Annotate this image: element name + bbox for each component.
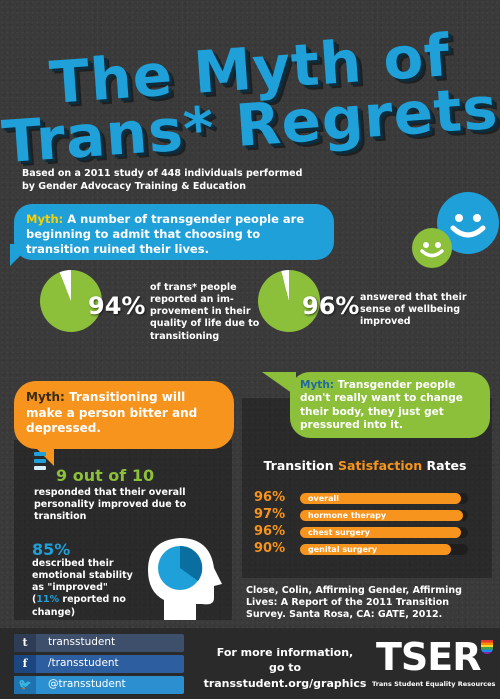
tser-logo: TSER — [376, 635, 482, 679]
satisfaction-bar-row: 97% hormone therapy — [254, 507, 474, 523]
tumblr-label: transstudent — [48, 636, 116, 648]
tser-logo-subtitle: Trans Student Equality Resources — [372, 680, 496, 688]
satisfaction-bar-track: hormone therapy — [300, 510, 468, 521]
satisfaction-bar-track: genital surgery — [300, 544, 468, 555]
satisfaction-bar-percent: 97% — [254, 507, 286, 522]
head-profile-icon — [134, 530, 226, 622]
satisfaction-bar-percent: 96% — [254, 524, 286, 539]
myth-label: Myth: — [300, 379, 334, 391]
myth-label: Myth: — [26, 390, 65, 404]
rainbow-flag-icon — [481, 640, 493, 654]
tumblr-icon: t — [14, 634, 36, 652]
smiley-green-icon — [412, 228, 452, 268]
facebook-icon: f — [14, 655, 36, 673]
more-info-line-1: For more information, — [216, 646, 354, 659]
satisfaction-bar-fill: overall — [300, 493, 461, 504]
stat-96-description: answered that their sense of wellbeing i… — [360, 292, 467, 328]
stat-85-rest: reported no change) — [32, 594, 126, 618]
stat-85-description: described their emotional stability as "… — [32, 558, 142, 619]
satisfaction-title-post: Rates — [422, 458, 467, 473]
stat-85-highlight: 11% — [36, 594, 60, 606]
satisfaction-bar-row: 96% overall — [254, 490, 474, 506]
facebook-label: /transstudent — [48, 657, 119, 669]
satisfaction-title-highlight: Satisfaction — [338, 458, 423, 473]
stat-nine-out-of-ten: 9 out of 10 — [56, 466, 155, 485]
stat-94-description: of trans* people reported an im-provemen… — [150, 282, 260, 342]
satisfaction-bar-row: 90% genital surgery — [254, 541, 474, 557]
myth-text: Transitioning will make a person bitter … — [26, 390, 198, 436]
pie-96-icon — [258, 270, 320, 332]
satisfaction-bar-percent: 96% — [254, 490, 286, 505]
myth-label: Myth: — [26, 212, 64, 226]
twitter-label: @transstudent — [48, 678, 126, 690]
satisfaction-bar-fill: hormone therapy — [300, 510, 463, 521]
stat-85-percent: 85% — [32, 540, 71, 559]
facebook-link[interactable]: f /transstudent — [14, 655, 184, 673]
ten-bars-icon — [34, 452, 46, 473]
satisfaction-title-pre: Transition — [263, 458, 338, 473]
stat-94-percent: 94% — [88, 292, 146, 320]
myth-bubble-3: Myth: Transgender people don't really wa… — [290, 372, 490, 438]
twitter-link[interactable]: 🐦 @transstudent — [14, 676, 184, 694]
more-info-link[interactable]: For more information, go to transstudent… — [200, 645, 370, 691]
satisfaction-bar-percent: 90% — [254, 541, 286, 556]
stat-85-main: described their emotional stability as "… — [32, 558, 133, 594]
satisfaction-bar-track: overall — [300, 493, 468, 504]
stat-96-percent: 96% — [302, 292, 360, 320]
satisfaction-bar-row: 96% chest surgery — [254, 524, 474, 540]
more-info-line-2: go to transstudent.org/graphics — [203, 661, 367, 690]
study-note: Based on a 2011 study of 448 individuals… — [22, 168, 303, 192]
stat-85-paren: ( — [32, 594, 37, 606]
pie-94-icon — [40, 270, 102, 332]
satisfaction-bar-track: chest surgery — [300, 527, 468, 538]
myth-text: A number of transgender people are begin… — [26, 212, 305, 256]
myth-bubble-1: Myth: A number of transgender people are… — [14, 204, 334, 260]
myth-text: Transgender people don't really want to … — [300, 379, 463, 432]
tumblr-link[interactable]: t transstudent — [14, 634, 184, 652]
myth-bubble-2: Myth: Transitioning will make a person b… — [14, 381, 234, 449]
satisfaction-bar-fill: chest surgery — [300, 527, 461, 538]
twitter-icon: 🐦 — [14, 676, 36, 694]
satisfaction-bar-fill: genital surgery — [300, 544, 451, 555]
citation: Close, Colin, Affirming Gender, Affirmin… — [246, 585, 462, 621]
stat-nine-description: responded that their overall personality… — [34, 487, 187, 523]
satisfaction-title: Transition Satisfaction Rates — [248, 458, 482, 473]
